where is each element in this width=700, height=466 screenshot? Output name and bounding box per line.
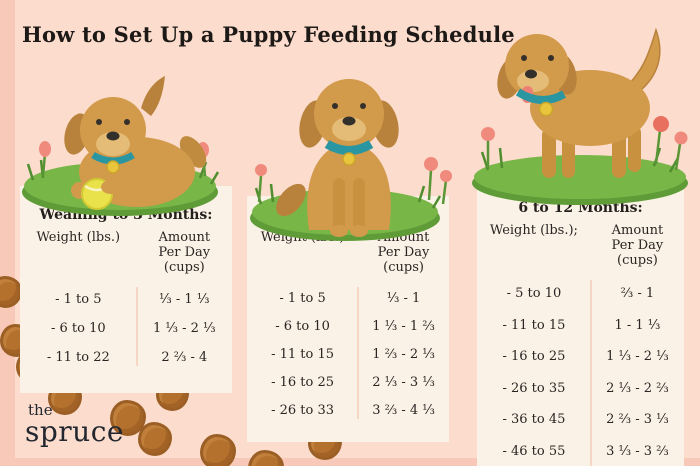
feeding-table-6-12-months: 6 to 12 Months: Weight (lbs.); Amount Pe… — [477, 190, 684, 466]
collar-tag — [342, 152, 356, 166]
weight-cell: - 36 to 45 — [502, 412, 566, 428]
amount-cell: ⅓ - 1 — [386, 291, 421, 307]
table-row: - 36 to 45 2 ⅔ - 3 ⅓ — [477, 404, 684, 436]
table-header: Weight (lbs.) Amount Per Day (cups) — [20, 230, 232, 276]
table-row: - 6 to 10 1 ⅓ - 1 ⅔ — [247, 313, 449, 341]
table-row: - 16 to 25 1 ⅓ - 2 ⅓ — [477, 341, 684, 373]
weight-cell: - 1 to 5 — [55, 291, 102, 307]
kibble-icon — [0, 276, 22, 308]
logo-line-the: the — [28, 401, 53, 419]
kibble-icon — [110, 400, 146, 436]
puppy — [276, 79, 399, 237]
amount-cell: 2 ⅔ - 3 ⅓ — [606, 412, 669, 428]
weight-cell: - 16 to 25 — [271, 375, 335, 391]
table-row: - 11 to 15 1 ⅔ - 2 ⅓ — [247, 341, 449, 369]
table-rows: - 1 to 5 ⅓ - 1 - 6 to 10 1 ⅓ - 1 ⅔ - 11 … — [247, 285, 449, 425]
amount-cell: ⅔ - 1 — [620, 286, 655, 302]
weight-cell: - 6 to 10 — [50, 320, 106, 336]
logo-line-spruce: spruce — [25, 415, 124, 448]
collar-tag — [538, 101, 554, 117]
weight-cell: - 6 to 10 — [275, 319, 330, 335]
weight-cell: - 16 to 25 — [502, 349, 566, 365]
amount-cell: 1 - 1 ⅓ — [614, 317, 661, 333]
collar-tag — [106, 160, 120, 174]
puppy-weaning-illustration — [22, 76, 220, 216]
dog — [497, 27, 661, 178]
table-row: - 26 to 33 3 ⅔ - 4 ⅓ — [247, 397, 449, 425]
table-row: - 1 to 5 ⅓ - 1 ⅓ — [20, 285, 232, 314]
weight-cell: - 26 to 35 — [502, 380, 566, 396]
amount-column-header: Amount Per Day (cups) — [158, 230, 211, 275]
collar — [324, 140, 374, 155]
amount-cell: 1 ⅓ - 2 ⅓ — [152, 320, 216, 336]
bottom-accent-strip — [0, 458, 700, 466]
amount-cell: 1 ⅓ - 1 ⅔ — [372, 319, 435, 335]
amount-cell: ⅓ - 1 ⅓ — [159, 291, 210, 307]
weight-cell: - 46 to 55 — [502, 443, 566, 459]
kibble-icon — [138, 422, 172, 456]
table-rows: - 5 to 10 ⅔ - 1 - 11 to 15 1 - 1 ⅓ - 16 … — [477, 278, 684, 466]
table-row: - 11 to 15 1 - 1 ⅓ — [477, 309, 684, 341]
grass-mound — [472, 147, 688, 205]
kibble-icon — [248, 450, 284, 466]
amount-cell: 2 ⅓ - 2 ⅔ — [606, 380, 669, 396]
weight-cell: - 11 to 15 — [502, 317, 566, 333]
the-spruce-logo: the spruce — [25, 403, 124, 446]
weight-cell: - 1 to 5 — [279, 291, 326, 307]
table-row: - 5 to 10 ⅔ - 1 — [477, 278, 684, 310]
feeding-table-weaning: Weaning to 3 Months: Weight (lbs.) Amoun… — [20, 186, 232, 393]
puppy-3-6-months-illustration — [250, 79, 452, 241]
table-row: - 26 to 35 2 ⅓ - 2 ⅔ — [477, 372, 684, 404]
amount-column-header: Amount Per Day (cups) — [611, 223, 664, 268]
table-header: Weight (lbs.); Amount Per Day (cups) — [477, 223, 684, 269]
collar — [515, 88, 567, 104]
amount-cell: 3 ⅓ - 3 ⅔ — [606, 443, 669, 459]
table-row: - 46 to 55 3 ⅓ - 3 ⅔ — [477, 435, 684, 466]
puppy — [64, 76, 207, 210]
weight-cell: - 26 to 33 — [271, 403, 335, 419]
table-row: - 1 to 5 ⅓ - 1 — [247, 285, 449, 313]
table-rows: - 1 to 5 ⅓ - 1 ⅓ - 6 to 10 1 ⅓ - 2 ⅓ - 1… — [20, 285, 232, 372]
weight-cell: - 11 to 15 — [271, 347, 335, 363]
dog-6-12-months-illustration — [472, 27, 688, 205]
weight-column-header: Weight (lbs.); — [489, 223, 578, 238]
amount-cell: 1 ⅓ - 2 ⅓ — [606, 349, 669, 365]
table-row: - 11 to 22 2 ⅔ - 4 — [20, 343, 232, 372]
flower — [481, 116, 688, 171]
amount-cell: 1 ⅔ - 2 ⅓ — [372, 347, 435, 363]
amount-cell: 3 ⅔ - 4 ⅓ — [372, 403, 435, 419]
kibble-icon — [200, 434, 236, 466]
flower — [255, 157, 452, 205]
table-row: - 16 to 25 2 ⅓ - 3 ⅓ — [247, 369, 449, 397]
weight-cell: - 11 to 22 — [46, 349, 110, 365]
amount-cell: 2 ⅔ - 4 — [161, 349, 208, 365]
page-title: How to Set Up a Puppy Feeding Schedule — [22, 22, 515, 48]
weight-column-header: Weight (lbs.) — [36, 230, 121, 245]
amount-cell: 2 ⅓ - 3 ⅓ — [372, 375, 435, 391]
left-accent-strip — [0, 0, 15, 466]
weight-cell: - 5 to 10 — [506, 286, 562, 302]
table-row: - 6 to 10 1 ⅓ - 2 ⅓ — [20, 314, 232, 343]
